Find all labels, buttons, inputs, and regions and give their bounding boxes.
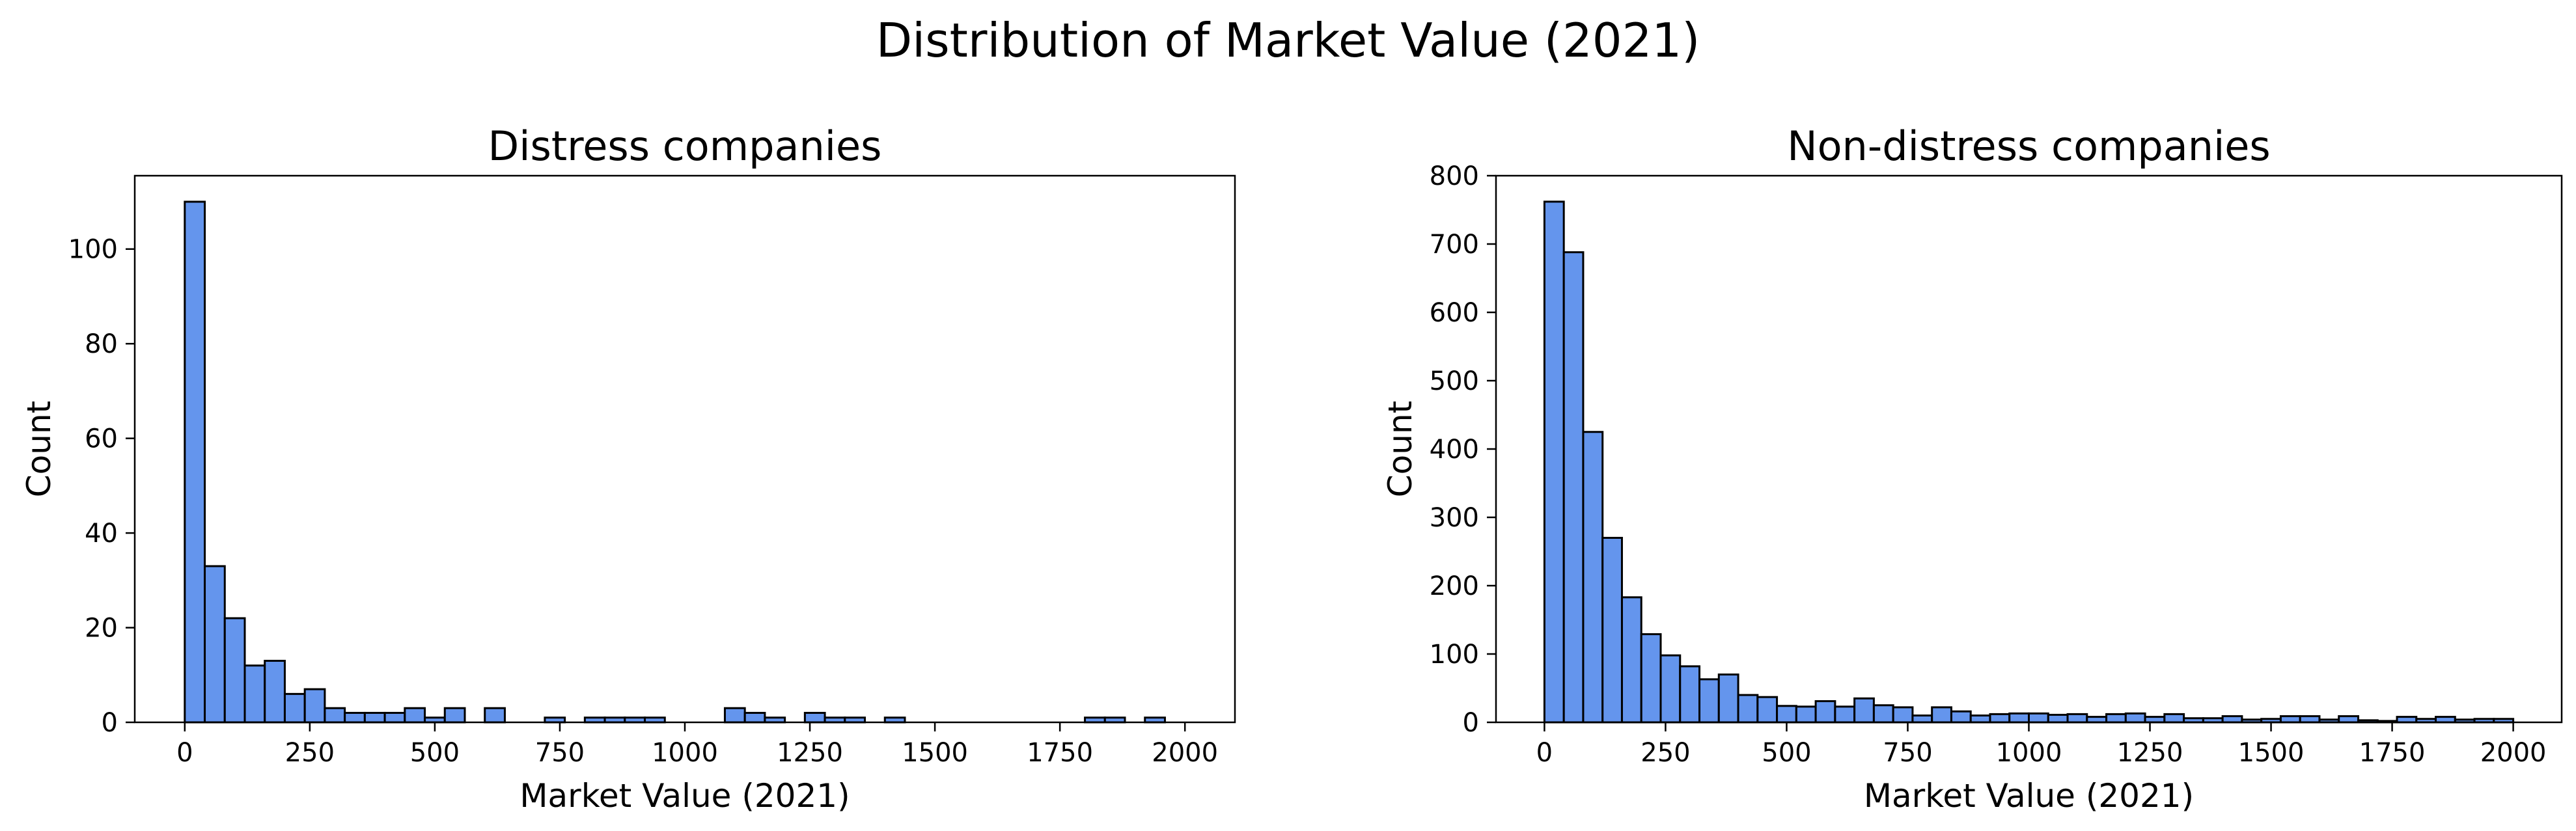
histogram-bar xyxy=(2279,715,2301,724)
histogram-bar xyxy=(2221,715,2243,724)
y-tick-label: 600 xyxy=(1430,298,1479,328)
y-tick-label: 60 xyxy=(85,424,118,454)
x-tick-label: 1750 xyxy=(1027,738,1093,768)
histogram-bar xyxy=(2086,716,2108,724)
histogram-bar xyxy=(2008,712,2030,724)
histogram-bar xyxy=(1776,705,1797,724)
histogram-bar xyxy=(1562,251,1585,724)
histogram-bar xyxy=(2396,716,2418,724)
x-tick-label: 250 xyxy=(285,738,335,768)
figure-title: Distribution of Market Value (2021) xyxy=(876,13,1700,68)
histogram-bar xyxy=(1543,200,1565,724)
bars xyxy=(184,200,1166,724)
histogram-bar xyxy=(1814,700,1836,724)
histogram-bar xyxy=(2299,715,2321,724)
x-axis-label: Market Value (2021) xyxy=(1864,777,2194,815)
y-tick-label: 0 xyxy=(102,708,118,738)
histogram-bar xyxy=(1659,654,1682,724)
x-tick-label: 250 xyxy=(1641,738,1690,768)
histogram-bar xyxy=(2047,713,2069,724)
histogram-bar xyxy=(1911,715,1933,724)
histogram-bar xyxy=(1737,694,1759,724)
x-tick-label: 1000 xyxy=(1996,738,2062,768)
bars xyxy=(1543,200,2515,724)
histogram-bar xyxy=(1756,696,1779,724)
x-tick-label: 1750 xyxy=(2359,738,2426,768)
histogram-bar xyxy=(1679,665,1701,724)
histogram-bar xyxy=(1717,674,1739,724)
histogram-bar xyxy=(1640,633,1662,724)
histogram-bar xyxy=(303,688,326,724)
y-tick-label: 300 xyxy=(1430,503,1479,533)
x-tick-label: 1250 xyxy=(777,738,843,768)
histogram-bar xyxy=(223,617,246,724)
histogram-bar xyxy=(1834,705,1856,724)
histogram-bar xyxy=(1698,678,1720,724)
x-tick-label: 1000 xyxy=(652,738,718,768)
x-tick-label: 1500 xyxy=(902,738,968,768)
histogram-bar xyxy=(1601,537,1623,724)
x-tick-label: 500 xyxy=(410,738,460,768)
x-tick-label: 2000 xyxy=(2480,738,2547,768)
histogram-bar xyxy=(2028,712,2049,724)
x-tick-label: 500 xyxy=(1762,738,1811,768)
histogram-bar xyxy=(2163,713,2185,724)
y-tick-label: 80 xyxy=(85,329,118,359)
y-axis-label: Count xyxy=(20,401,58,498)
histogram-bar xyxy=(1892,706,1914,724)
subplot-title: Distress companies xyxy=(488,122,882,170)
histogram-bar xyxy=(1989,713,2011,724)
histogram-bar xyxy=(1582,431,1604,724)
y-tick-label: 500 xyxy=(1430,366,1479,396)
histogram-bar xyxy=(184,200,206,724)
x-tick-label: 2000 xyxy=(1152,738,1218,768)
histogram-bar xyxy=(204,565,226,724)
x-axis-label: Market Value (2021) xyxy=(519,777,850,815)
y-tick-label: 100 xyxy=(68,235,118,265)
x-tick-label: 0 xyxy=(1536,738,1553,768)
y-tick-label: 20 xyxy=(85,614,118,644)
y-tick-label: 0 xyxy=(1463,708,1479,738)
y-tick-label: 200 xyxy=(1430,571,1479,601)
histogram-bar xyxy=(1795,705,1817,724)
y-tick-label: 40 xyxy=(85,519,118,549)
histogram-bar xyxy=(2105,713,2127,724)
histogram-bar xyxy=(2066,713,2088,724)
histogram-bar xyxy=(2144,716,2166,724)
y-tick-label: 700 xyxy=(1430,230,1479,260)
x-tick-label: 1250 xyxy=(2117,738,2183,768)
histogram-bar xyxy=(1969,715,1991,724)
y-tick-label: 100 xyxy=(1430,640,1479,670)
x-tick-label: 750 xyxy=(1883,738,1932,768)
x-tick-label: 0 xyxy=(176,738,193,768)
y-tick-label: 800 xyxy=(1430,161,1479,191)
x-tick-label: 1500 xyxy=(2238,738,2305,768)
y-axis-label: Count xyxy=(1381,401,1419,498)
histogram-bar xyxy=(1853,697,1875,724)
histogram-bar xyxy=(1872,704,1894,724)
histogram-bar xyxy=(1620,596,1642,724)
histogram-bar xyxy=(2338,715,2359,724)
histogram-bar xyxy=(2124,712,2146,724)
histogram-bar xyxy=(1950,710,1972,724)
y-tick-label: 400 xyxy=(1430,435,1479,465)
histogram-bar xyxy=(2435,716,2456,724)
subplot-title: Non-distress companies xyxy=(1787,122,2271,170)
x-tick-label: 750 xyxy=(535,738,585,768)
histogram-bar xyxy=(1931,706,1952,724)
